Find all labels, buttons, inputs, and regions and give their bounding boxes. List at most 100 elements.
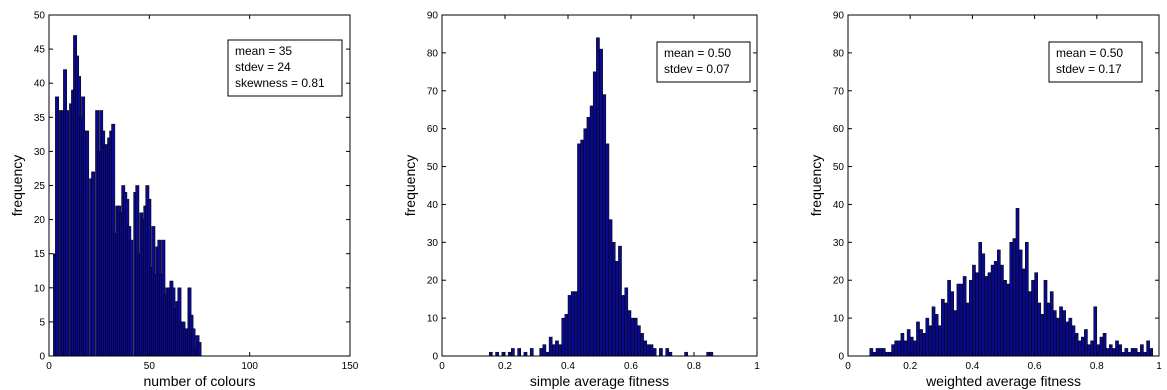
colours-x-axis-label: number of colours (143, 373, 255, 389)
histogram-bar (523, 351, 528, 357)
histogram-bar (885, 351, 889, 357)
histogram-bar (969, 279, 973, 357)
x-tick-label: 0.4 (561, 361, 575, 372)
y-tick-label: 30 (427, 238, 439, 249)
histogram-bar (602, 94, 607, 357)
histogram-bar (668, 351, 673, 357)
histogram-bar (630, 317, 635, 357)
y-tick-label: 5 (39, 317, 45, 328)
histogram-bar (65, 110, 69, 357)
histogram-bar (1133, 348, 1138, 357)
histogram-bar (91, 171, 96, 357)
histogram-bar (1028, 291, 1032, 357)
histogram-bar (577, 143, 581, 357)
x-tick-label: 0.2 (903, 361, 917, 372)
histogram-bar (507, 351, 512, 357)
histogram-bar (684, 351, 688, 357)
histogram-bar (919, 329, 923, 357)
histogram-bar (709, 351, 714, 357)
histogram-bar (881, 348, 886, 357)
histogram-bar (1037, 302, 1042, 357)
histogram-bar (944, 302, 948, 357)
histogram-bar (959, 283, 964, 357)
histogram-bar (1087, 344, 1091, 357)
histogram-panel-weighted-fitness: 0 0.2 0.4 0.6 0.8 10102030405060708090weighte… (808, 11, 1162, 390)
histogram-bar (972, 264, 976, 357)
y-tick-label: 60 (427, 124, 439, 135)
histogram-bar (561, 317, 566, 357)
histogram-bar (997, 249, 1001, 357)
y-tick-label: 20 (427, 276, 439, 287)
histogram-bar (570, 291, 575, 357)
y-tick-label: 50 (34, 11, 46, 22)
histogram-bar (517, 348, 521, 357)
x-tick-label: 0.8 (1090, 361, 1104, 372)
histogram-bar (916, 321, 920, 357)
histogram-bar (1062, 310, 1066, 357)
histogram-bar (1127, 351, 1132, 357)
histogram-bar (1046, 302, 1051, 357)
histogram-bar (1071, 325, 1076, 357)
histogram-bar (897, 340, 902, 357)
histogram-bar (1130, 348, 1135, 357)
histogram-bar (993, 261, 998, 357)
stats-line: stdev = 24 (235, 60, 291, 74)
y-tick-label: 0 (432, 352, 438, 363)
histogram-bar (872, 351, 877, 357)
histogram-bar (1077, 340, 1082, 357)
y-tick-label: 15 (34, 249, 46, 260)
y-tick-label: 30 (833, 238, 845, 249)
simple-fitness-x-axis-label: simple average fitness (530, 373, 669, 389)
x-tick-label: 0 (439, 361, 445, 372)
histogram-bar (975, 272, 979, 357)
histogram-bar (633, 317, 638, 357)
histogram-bar (965, 302, 970, 357)
histogram-bar (1068, 317, 1073, 357)
stats-line: mean = 0.50 (1056, 46, 1123, 60)
histogram-bar (659, 348, 663, 357)
histogram-bar (903, 340, 908, 357)
histogram-bar (558, 344, 562, 357)
y-tick-label: 70 (427, 86, 439, 97)
histogram-bar (624, 287, 629, 357)
histogram-bar (627, 310, 632, 357)
y-tick-label: 40 (34, 79, 46, 90)
histogram-bar (539, 348, 544, 357)
histogram-bar (931, 306, 936, 357)
histogram-bar (962, 276, 967, 357)
y-tick-label: 40 (833, 200, 845, 211)
histogram-bar (605, 143, 610, 357)
histogram-bar (1059, 306, 1063, 357)
stats-line: mean = 0.50 (664, 46, 731, 60)
histogram-bar (1112, 348, 1116, 357)
histogram-bar (878, 348, 883, 357)
histogram-bar (599, 48, 603, 357)
histogram-bar (529, 348, 534, 357)
histogram-bar (580, 139, 584, 357)
histogram-bar (640, 333, 644, 357)
histogram-bar (511, 348, 515, 357)
x-tick-label: 1 (754, 361, 760, 372)
histogram-bar (984, 276, 989, 357)
histogram-bar (1143, 351, 1147, 357)
histogram-bar (652, 348, 657, 357)
x-tick-label: 50 (144, 361, 156, 372)
histogram-bar (913, 340, 917, 357)
histogram-bar (545, 351, 550, 357)
y-tick-label: 10 (34, 283, 46, 294)
histogram-bar (875, 348, 880, 357)
y-tick-label: 10 (427, 314, 439, 325)
histogram-bar (1149, 348, 1154, 357)
histogram-bar (1102, 333, 1107, 357)
histogram-bar (981, 253, 986, 357)
stats-line: stdev = 0.17 (1056, 62, 1122, 76)
histogram-bar (888, 351, 892, 357)
histogram-bar (1115, 340, 1119, 357)
histogram-bar (1012, 238, 1017, 357)
y-tick-label: 0 (39, 352, 45, 363)
y-tick-label: 60 (833, 124, 845, 135)
x-tick-label: 0.6 (624, 361, 638, 372)
y-tick-label: 70 (833, 86, 845, 97)
histogram-bar (1025, 242, 1029, 357)
